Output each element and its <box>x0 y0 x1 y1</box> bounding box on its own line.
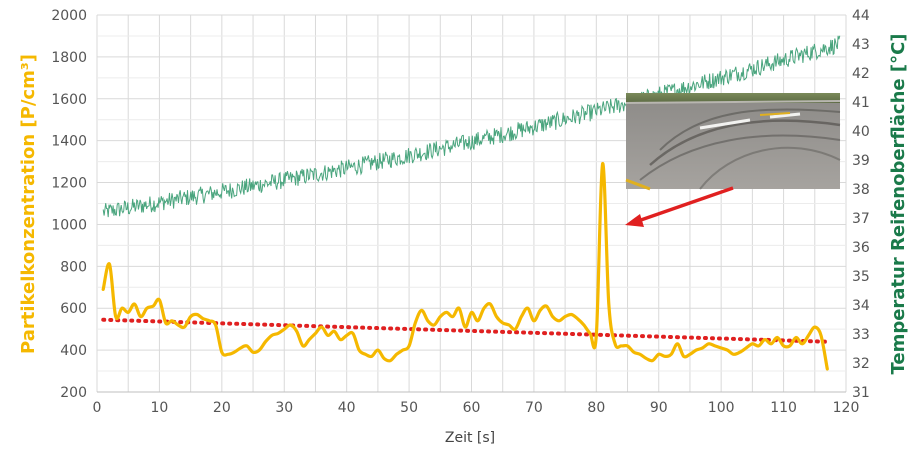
particle-trend-line <box>101 317 830 344</box>
y-right-tick-label: 37 <box>852 211 870 227</box>
x-tick-label: 70 <box>525 400 543 416</box>
arrow-shaft <box>637 186 734 223</box>
y-left-tick-label: 1200 <box>51 176 87 192</box>
tire-mark <box>699 146 841 190</box>
y-right-tick-label: 35 <box>852 269 870 285</box>
arrow-annotation <box>625 186 734 227</box>
y-right-tick-label: 43 <box>852 37 870 53</box>
y-right-tick-label: 36 <box>852 240 870 256</box>
road-photo-inset <box>625 93 841 191</box>
x-axis-title: Zeit [s] <box>445 430 495 446</box>
lane-marking <box>699 118 751 130</box>
y-right-tick-label: 41 <box>852 95 870 111</box>
x-tick-label: 100 <box>708 400 735 416</box>
y-right-tick-label: 34 <box>852 298 870 314</box>
temperature-series-line <box>102 35 841 218</box>
lane-marking <box>769 112 801 119</box>
x-tick-label: 0 <box>93 400 102 416</box>
y-right-tick-label: 42 <box>852 66 870 82</box>
y-left-tick-label: 1000 <box>51 217 87 233</box>
x-tick-label: 120 <box>833 400 860 416</box>
x-tick-label: 80 <box>587 400 605 416</box>
x-tick-label: 10 <box>151 400 169 416</box>
y-right-tick-label: 39 <box>852 153 870 169</box>
y-right-tick-label: 38 <box>852 182 870 198</box>
x-tick-label: 110 <box>770 400 797 416</box>
y-left-tick-label: 200 <box>60 385 87 401</box>
tire-mark <box>639 134 841 181</box>
y-left-tick-label: 1400 <box>51 134 87 150</box>
y-left-tick-label: 400 <box>60 343 87 359</box>
yellow-line <box>759 112 791 116</box>
tire-mark <box>659 108 841 151</box>
y-left-tick-label: 1800 <box>51 50 87 66</box>
road-edge <box>625 100 841 104</box>
y-axis-left-ticks: 200 400 600 800 1000 1200 1400 1600 1800 2000 <box>51 8 87 401</box>
yellow-line <box>625 178 651 191</box>
x-tick-label: 90 <box>650 400 668 416</box>
y-right-tick-label: 33 <box>852 327 870 343</box>
y-left-tick-label: 2000 <box>51 8 87 24</box>
y-left-tick-label: 600 <box>60 301 87 317</box>
particle-series-line <box>101 162 829 371</box>
grass-verge <box>626 93 840 103</box>
x-axis-ticks: 0 10 20 30 40 50 60 70 80 90 100 110 120 <box>93 400 860 416</box>
y-left-tick-label: 800 <box>60 259 87 275</box>
y-axis-left-title: Partikelkonzentration [P/cm³] <box>18 54 39 354</box>
y-left-tick-label: 1600 <box>51 92 87 108</box>
x-tick-label: 60 <box>463 400 481 416</box>
y-right-tick-label: 32 <box>852 356 870 372</box>
x-tick-label: 40 <box>338 400 356 416</box>
x-tick-label: 30 <box>275 400 293 416</box>
y-axis-right-ticks: 31 32 33 34 35 36 37 38 39 40 41 42 43 44 <box>852 8 870 401</box>
tire-mark <box>649 119 841 166</box>
y-right-tick-label: 44 <box>852 8 870 24</box>
asphalt-surface <box>626 93 840 189</box>
x-tick-label: 20 <box>213 400 231 416</box>
x-tick-label: 50 <box>400 400 418 416</box>
arrow-head <box>625 214 644 227</box>
y-axis-right-title: Temperatur Reifenoberfläche [°C] <box>888 33 909 374</box>
grid <box>96 14 847 393</box>
y-right-tick-label: 40 <box>852 124 870 140</box>
y-right-tick-label: 31 <box>852 385 870 401</box>
